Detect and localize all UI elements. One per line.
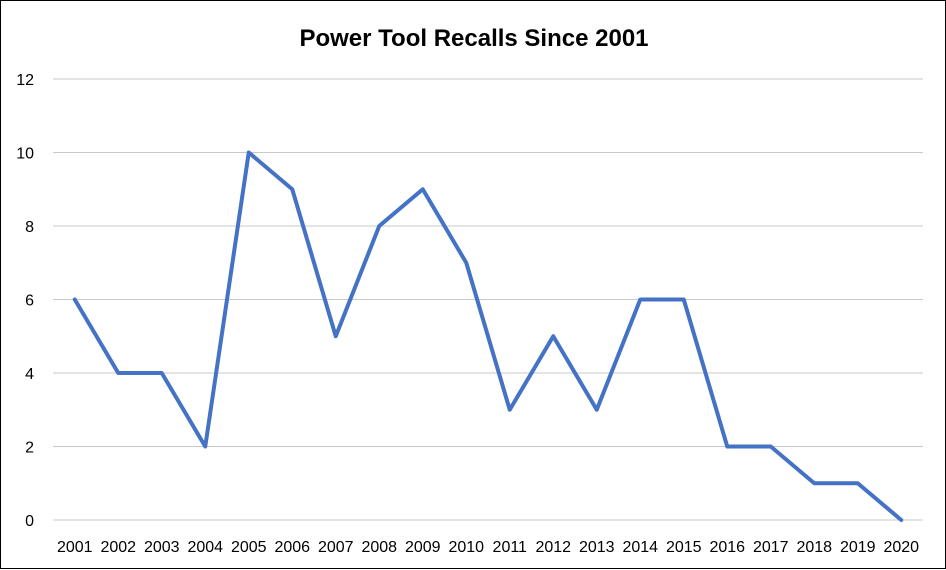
x-tick-label: 2007 (318, 539, 354, 556)
x-tick-label: 2008 (361, 539, 397, 556)
y-tick-label: 12 (16, 72, 34, 89)
y-tick-label: 8 (25, 219, 34, 236)
x-tick-label: 2020 (883, 539, 919, 556)
x-tick-label: 2002 (100, 539, 136, 556)
y-tick-label: 4 (25, 366, 34, 383)
x-tick-label: 2013 (579, 539, 615, 556)
x-tick-label: 2001 (57, 539, 93, 556)
y-tick-label: 0 (25, 513, 34, 530)
x-axis-ticks: 2001 2002 2003 2004 2005 2006 2007 2008 2009 2010… (57, 539, 919, 556)
x-tick-label: 2015 (666, 539, 702, 556)
x-tick-label: 2005 (231, 539, 267, 556)
x-tick-label: 2018 (796, 539, 832, 556)
x-tick-label: 2016 (709, 539, 745, 556)
y-tick-label: 6 (25, 293, 34, 310)
y-axis-ticks: 0 2 4 6 8 10 12 (16, 72, 34, 530)
x-tick-label: 2010 (448, 539, 484, 556)
x-tick-label: 2003 (144, 539, 180, 556)
x-tick-label: 2009 (405, 539, 441, 556)
gridlines (53, 78, 923, 521)
y-tick-label: 2 (25, 440, 34, 457)
series-line-0 (72, 150, 904, 522)
y-tick-label: 10 (16, 146, 34, 163)
x-tick-label: 2012 (535, 539, 571, 556)
x-tick-label: 2014 (622, 539, 658, 556)
chart-title: Power Tool Recalls Since 2001 (299, 25, 648, 52)
x-tick-label: 2017 (753, 539, 789, 556)
x-tick-label: 2006 (274, 539, 310, 556)
x-tick-label: 2019 (840, 539, 876, 556)
x-tick-label: 2004 (187, 539, 223, 556)
series-group (72, 150, 904, 522)
x-tick-label: 2011 (493, 539, 528, 556)
